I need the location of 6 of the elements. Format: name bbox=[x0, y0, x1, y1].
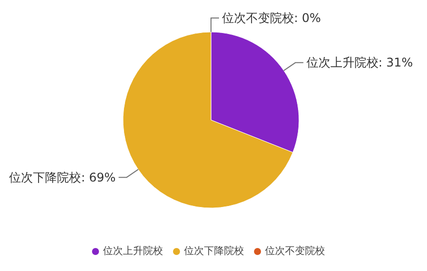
legend-label: 位次上升院校 bbox=[103, 246, 163, 257]
data-label: 位次下降院校: 69% bbox=[9, 170, 116, 184]
legend-label: 位次下降院校 bbox=[184, 246, 244, 257]
text: 位次不变院校: 0% bbox=[222, 11, 321, 25]
data-label: 位次上升院校: 31% bbox=[306, 56, 413, 70]
legend-label: 位次不变院校 bbox=[265, 246, 325, 257]
